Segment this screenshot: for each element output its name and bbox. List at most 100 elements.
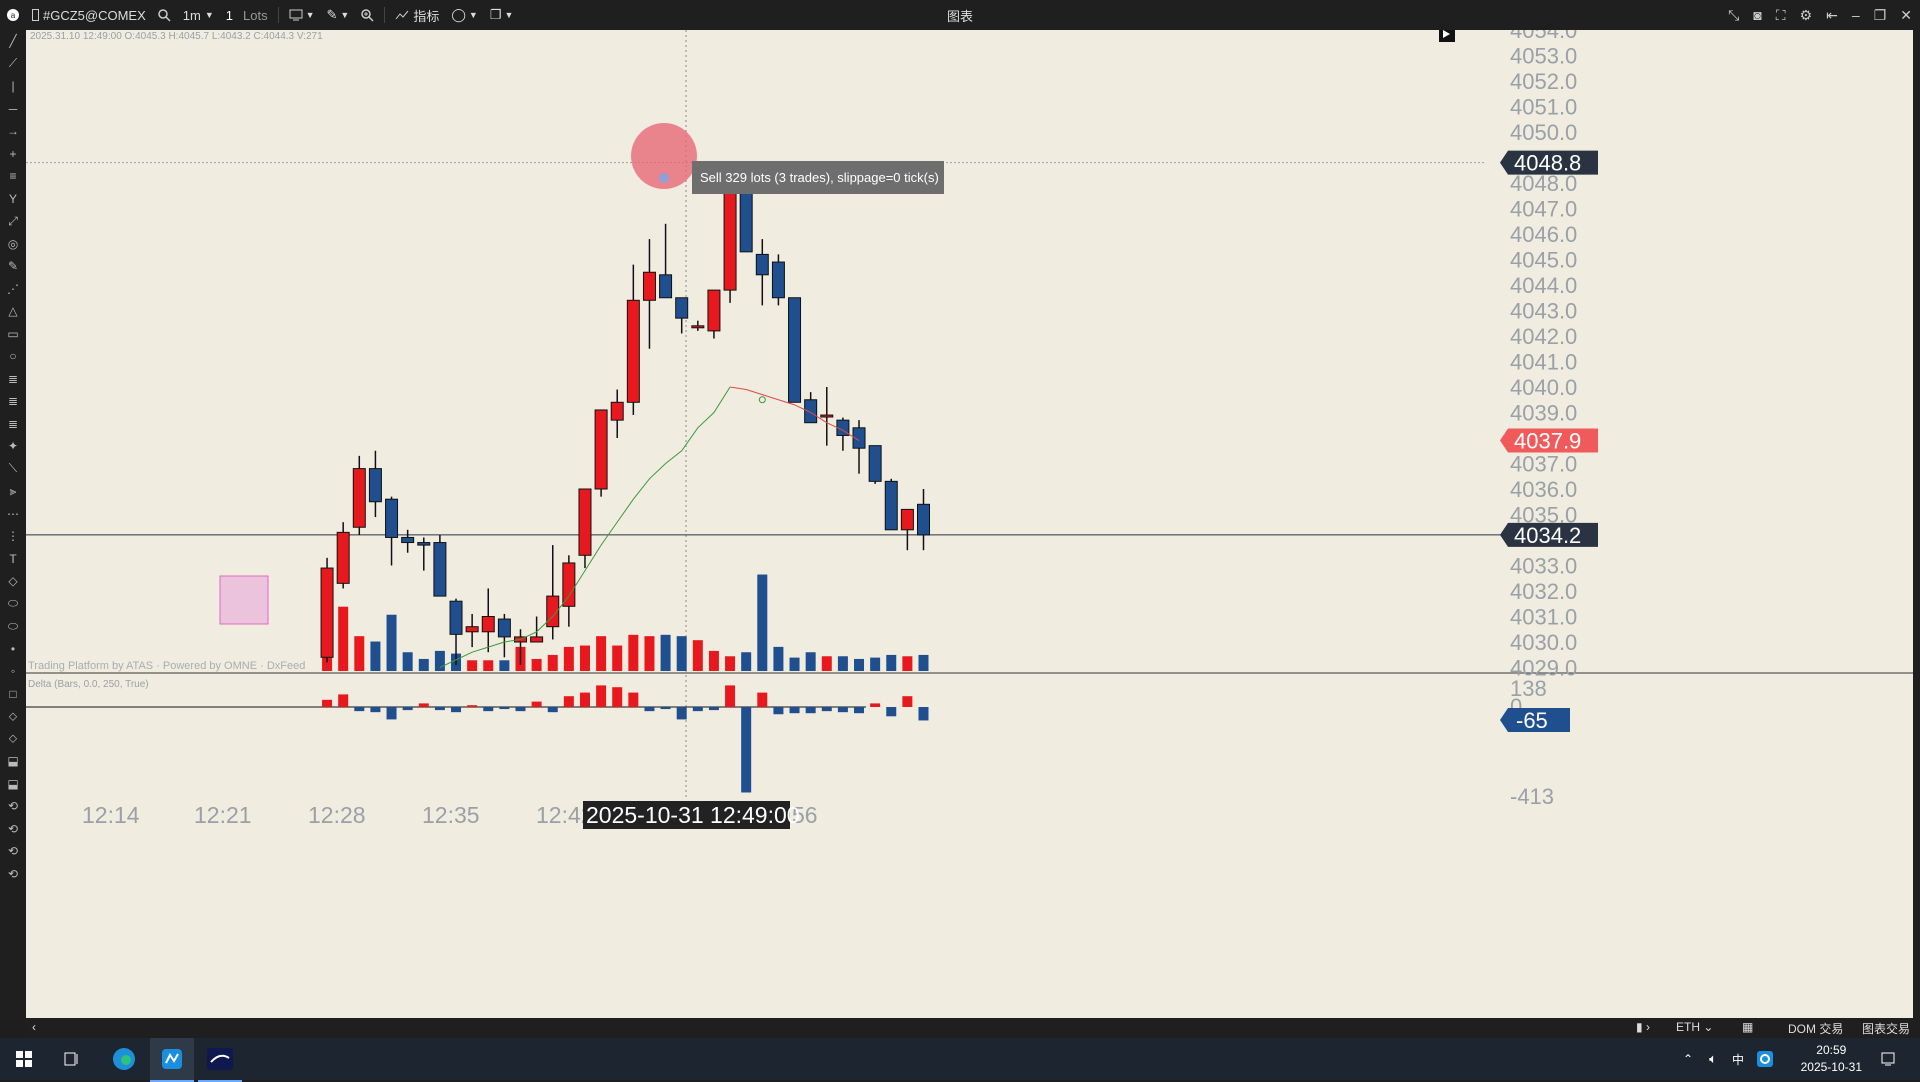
drawing-tool-icon[interactable]: ⟍ [8, 461, 18, 476]
drawing-tool-icon[interactable]: ◇ [8, 574, 18, 589]
notifications-icon[interactable] [1872, 1038, 1904, 1080]
drawing-tool-icon[interactable]: ≣ [7, 394, 19, 409]
price-tick-label: 4050.0 [1510, 120, 1577, 145]
volume-icon[interactable]: 🔈︎ [1709, 1051, 1717, 1066]
dom-trading-button[interactable]: DOM 交易 [1788, 1022, 1844, 1036]
quantity-field[interactable]: 1 Lots [220, 0, 274, 30]
trading-app-icon[interactable] [198, 1038, 242, 1082]
drawing-tool-icon[interactable]: ⫸ [9, 483, 17, 498]
delta-bar [547, 707, 558, 713]
atas-app-icon[interactable] [150, 1038, 194, 1082]
input-method-icon[interactable]: 中 [1731, 1052, 1744, 1067]
tray-app-icon[interactable] [1756, 1038, 1774, 1080]
chart-canvas[interactable]: Sell 329 lots (3 trades), slippage=0 tic… [26, 18, 1920, 1018]
task-view-icon[interactable] [56, 1038, 88, 1080]
chart-type-button[interactable]: ▼ [283, 0, 321, 30]
edge-browser-icon[interactable] [104, 1038, 144, 1080]
drawing-tool-icon[interactable]: △ [8, 304, 18, 319]
delta-bar [612, 687, 623, 707]
drawing-tool-icon[interactable]: ⬭ [7, 618, 19, 633]
draw-tool-button[interactable]: ✎ ▼ [321, 0, 356, 30]
drawing-tool-icon[interactable]: ⋮ [7, 529, 19, 544]
drawing-tool-icon[interactable]: T [9, 551, 17, 566]
price-tick-label: 4053.0 [1510, 44, 1577, 69]
drawing-tool-icon[interactable]: ≣ [7, 371, 19, 386]
drawing-tool-icon[interactable]: + [9, 146, 17, 161]
drawing-tool-icon[interactable]: • [10, 641, 16, 656]
volume-bar [434, 650, 445, 671]
time-tick-label: 12:28 [308, 802, 366, 828]
price-tick-label: 4041.0 [1510, 350, 1577, 375]
delta-bar [322, 699, 333, 707]
chart-background [26, 30, 1920, 1018]
drawing-tool-icon[interactable]: ⟲ [7, 821, 19, 836]
pin-icon[interactable]: ⇤ [1826, 6, 1838, 23]
drawing-tool-icon[interactable]: ⬦ [8, 731, 18, 746]
candle-body [755, 253, 769, 276]
price-tick-label: 4047.0 [1510, 197, 1577, 222]
drawing-tool-icon[interactable]: ◦ [10, 664, 16, 679]
quantity-unit: Lots [243, 7, 268, 23]
scroll-right-arrow-icon[interactable]: ▮ › [1636, 1020, 1650, 1034]
close-icon[interactable]: ✕ [1900, 6, 1912, 23]
drawing-tool-icon[interactable]: ✎ [7, 259, 19, 274]
drawing-tool-icon[interactable]: ✦ [7, 439, 19, 454]
timeframe-selector[interactable]: 1m ▼ [177, 0, 220, 30]
volume-bar [918, 654, 929, 671]
symbol-selector[interactable]: #GCZ5@COMEX [26, 0, 152, 30]
chart-area[interactable]: Sell 329 lots (3 trades), slippage=0 tic… [26, 18, 1920, 1018]
candle-body [320, 567, 334, 658]
tray-expand-icon[interactable]: ⌃ [1682, 1052, 1694, 1066]
drawing-tool-icon[interactable]: | [11, 79, 15, 94]
minimize-icon[interactable]: – [1851, 7, 1860, 23]
drawing-tool-icon[interactable]: ⬭ [7, 596, 19, 611]
windows-start-icon[interactable] [8, 1038, 40, 1080]
scroll-strip[interactable] [1913, 30, 1920, 1018]
time-tick-label: 12:21 [194, 802, 252, 828]
drawing-tool-icon[interactable]: ◎ [7, 236, 19, 251]
drawing-tool-icon[interactable]: ⋯ [7, 506, 19, 521]
fullscreen-icon[interactable]: ⛶ [1775, 6, 1786, 23]
delta-bar [418, 703, 429, 707]
drawing-tool-icon[interactable]: ○ [9, 349, 17, 364]
drawing-tool-icon[interactable]: □ [9, 686, 17, 701]
drawing-tool-icon[interactable]: ─ [8, 101, 18, 116]
drawing-tool-icon[interactable]: ≡ [9, 169, 17, 184]
calendar-icon[interactable]: ▦ [1742, 1020, 1754, 1034]
drawing-tool-icon[interactable]: ⬓ [7, 754, 19, 769]
drawing-tool-icon[interactable]: Y [8, 191, 17, 206]
volume-bar [628, 634, 639, 671]
drawing-tool-icon[interactable]: ⤢ [8, 213, 18, 228]
volume-bar [805, 652, 816, 671]
scroll-left-arrow-icon[interactable]: ‹ [32, 1020, 36, 1034]
candle-body [578, 488, 592, 556]
chart-trading-button[interactable]: 图表交易 [1862, 1022, 1911, 1036]
zoom-button[interactable] [355, 0, 380, 30]
drawing-tool-icon[interactable]: ≣ [7, 416, 19, 431]
template-button[interactable]: ◯ ▼ [445, 0, 483, 30]
drawing-tool-icon[interactable]: ⬓ [7, 776, 19, 791]
system-clock[interactable]: 20:59 2025-10-31 [1801, 1042, 1862, 1076]
drawing-tool-icon[interactable]: → [7, 124, 19, 139]
search-icon[interactable] [152, 0, 177, 30]
indicators-button[interactable]: 指标 [389, 0, 445, 30]
app-logo-icon[interactable]: a [0, 0, 26, 30]
drawing-tool-icon[interactable]: ⟲ [7, 844, 19, 859]
session-selector[interactable]: ETH ⌄ [1676, 1020, 1714, 1034]
go-to-latest-button[interactable] [1439, 26, 1455, 42]
restore-icon[interactable]: ❐ [1873, 6, 1887, 23]
delta-bar [628, 692, 639, 707]
settings-gear-icon[interactable]: ⚙ [1799, 6, 1813, 23]
drawing-tool-icon[interactable]: ⟲ [7, 799, 19, 814]
crosshair-time-label-bg [583, 801, 790, 829]
layout-button[interactable]: ❐ ▼ [484, 0, 520, 30]
collapse-icon[interactable]: ⤡ [1728, 6, 1740, 23]
drawing-tool-icon[interactable]: ▭ [7, 326, 19, 341]
volume-bar [386, 614, 397, 671]
drawing-tool-icon[interactable]: ⟋ [8, 56, 18, 71]
drawing-tool-icon[interactable]: ⟲ [7, 866, 19, 881]
drawing-tool-icon[interactable]: ⋰ [7, 281, 19, 296]
drawing-tool-icon[interactable]: ╱ [9, 34, 17, 49]
drawing-tool-icon[interactable]: ⬦ [8, 708, 18, 723]
screenshot-icon[interactable]: ◙ [1753, 7, 1762, 23]
